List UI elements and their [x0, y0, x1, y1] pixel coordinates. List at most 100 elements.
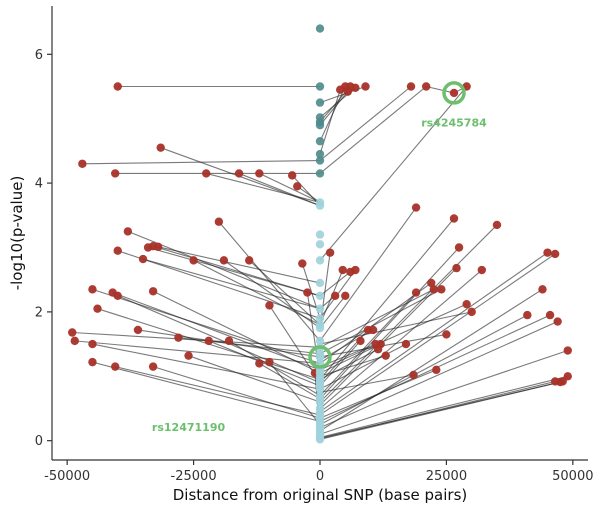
y-axis-ticks: 0 2 4 6 [35, 48, 52, 449]
link-line [319, 247, 460, 400]
proxy-snp-point [543, 248, 552, 257]
link-line [319, 321, 558, 429]
highlight-ring [442, 81, 466, 105]
proxy-snp-point [88, 339, 97, 349]
proxy-snp-point [245, 256, 254, 265]
proxy-snp-point [429, 285, 438, 294]
proxy-snp-point [113, 246, 122, 255]
proxy-snp-point [174, 333, 183, 342]
link-line [259, 362, 321, 400]
original-snp-point [315, 323, 325, 333]
original-snp-point [315, 149, 325, 159]
link-line [117, 295, 321, 384]
link-line [319, 311, 472, 345]
snp-annotation-label: rs4245784 [421, 116, 487, 129]
proxy-snp-point [432, 365, 441, 375]
proxy-snp-point [427, 278, 436, 288]
link-line [426, 85, 455, 94]
link-line [268, 305, 321, 384]
link-line [269, 361, 321, 425]
proxy-snp-point [381, 351, 390, 360]
link-line [319, 86, 468, 261]
proxy-snp-point [351, 265, 360, 275]
proxy-snp-point [361, 82, 370, 91]
link-line [218, 221, 321, 342]
proxy-snp-point [298, 259, 307, 268]
proxy-snp-point [70, 336, 79, 346]
proxy-snp-point [338, 265, 347, 275]
y-tick-label: 2 [35, 305, 43, 320]
proxy-snp-point [88, 285, 97, 294]
y-tick-label: 4 [35, 177, 43, 192]
link-line [152, 290, 321, 374]
link-line [319, 375, 568, 438]
link-line [319, 374, 414, 393]
original-snp-point [315, 137, 325, 146]
original-snp-point [315, 384, 325, 394]
proxy-snp-point [113, 82, 122, 91]
proxy-snp-point [330, 291, 340, 300]
link-line [152, 245, 321, 297]
x-tick-label: -50000 [44, 469, 90, 484]
proxy-snp-point [406, 82, 416, 91]
highlight-group: rs4245784 rs12471190 [152, 81, 487, 434]
proxy-snp-point [189, 256, 198, 265]
original-snp-point [315, 230, 325, 239]
proxy-snp-point [411, 203, 421, 212]
proxy-snp-point [138, 254, 148, 264]
link-line [319, 91, 349, 126]
link-line [319, 292, 417, 396]
link-line [319, 343, 381, 374]
proxy-snp-point [411, 288, 421, 297]
snp-points [68, 24, 572, 444]
proxy-snp-point [68, 328, 77, 337]
link-line [259, 172, 321, 203]
x-tick-label: -25000 [171, 469, 217, 484]
proxy-snp-point [442, 330, 451, 339]
link-line [319, 86, 412, 161]
x-tick-label: 50000 [552, 469, 593, 484]
proxy-snp-point [255, 169, 264, 178]
link-line [319, 86, 427, 174]
original-snp-point [315, 240, 325, 249]
proxy-snp-point [214, 217, 224, 226]
proxy-snp-point [462, 299, 471, 309]
snp-annotation-label: rs12471190 [152, 421, 226, 434]
proxy-snp-point [184, 351, 193, 360]
link-line [193, 259, 321, 326]
link-line [208, 340, 321, 387]
x-axis-ticks: -50000 -25000 0 25000 50000 [44, 460, 594, 484]
link-line [92, 361, 321, 422]
proxy-snp-point [341, 291, 350, 300]
link-line [319, 207, 417, 342]
proxy-snp-point [492, 220, 502, 230]
proxy-snp-point [293, 182, 302, 191]
link-line [319, 348, 379, 380]
proxy-snp-point [368, 325, 378, 335]
link-line [319, 271, 351, 297]
proxy-snp-point [555, 377, 565, 387]
proxy-snp-point [550, 249, 560, 259]
proxy-snp-point [409, 370, 418, 380]
proxy-snp-point [452, 263, 461, 273]
link-line [112, 292, 321, 371]
link-line [319, 269, 483, 409]
proxy-snp-point [351, 83, 360, 92]
y-tick-label: 6 [35, 48, 43, 63]
link-line [291, 174, 321, 207]
x-tick-label: 0 [316, 469, 324, 484]
link-line [319, 288, 543, 432]
proxy-snp-point [563, 372, 572, 381]
proxy-snp-point [265, 301, 274, 310]
proxy-snp-point [467, 307, 476, 317]
proxy-snp-point [224, 336, 234, 346]
proxy-snp-point [148, 287, 158, 296]
original-snp-point [315, 435, 325, 444]
link-line [74, 340, 321, 364]
link-line [223, 259, 321, 329]
link-line [319, 381, 561, 439]
link-line [319, 350, 568, 435]
proxy-snp-point [93, 304, 102, 313]
proxy-snp-point [111, 169, 120, 178]
y-axis-title: -log10(p-value) [8, 176, 26, 291]
